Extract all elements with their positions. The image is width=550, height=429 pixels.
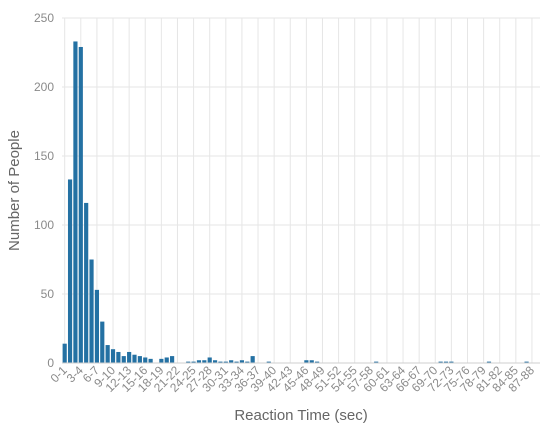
histogram-bar [105, 345, 110, 363]
histogram-bar [191, 361, 196, 363]
histogram-bar [443, 361, 449, 363]
histogram-bar [84, 202, 89, 363]
histogram-bar [315, 361, 320, 363]
histogram-bar [62, 343, 67, 363]
histogram-bar [207, 357, 212, 363]
histogram-bar [245, 361, 250, 363]
histogram-bar [159, 358, 164, 363]
histogram-bar [127, 351, 132, 363]
histogram-bar [449, 361, 454, 363]
histogram-bar [438, 361, 443, 363]
histogram-bar [486, 361, 492, 363]
histogram-bar [137, 356, 142, 363]
y-tick-label: 250 [34, 11, 54, 25]
bars-layer [62, 41, 529, 364]
histogram-bar [121, 356, 126, 363]
histogram-bar [132, 354, 137, 363]
histogram-bar [196, 360, 202, 363]
histogram-bar [67, 179, 73, 363]
histogram-bar [110, 349, 116, 363]
histogram-bar [374, 361, 379, 363]
histogram-bar [218, 361, 223, 363]
histogram-bar [524, 361, 529, 363]
histogram-bar [212, 360, 218, 363]
histogram-bar [89, 259, 94, 363]
y-tick-label: 100 [34, 218, 54, 232]
y-tick-label: 150 [34, 149, 54, 163]
y-tick-label: 0 [47, 356, 54, 370]
histogram-bar [223, 361, 228, 363]
histogram-bar [148, 358, 153, 363]
histogram-bar [202, 360, 207, 363]
histogram-bar [239, 360, 245, 363]
grid-lines [62, 17, 540, 364]
histogram-bar [250, 356, 255, 363]
histogram-bar [73, 41, 78, 364]
y-tick-label: 50 [41, 287, 55, 301]
x-tick-labels: 0-13-46-79-1012-1315-1618-1921-2224-2527… [48, 363, 538, 395]
x-axis-title: Reaction Time (sec) [234, 407, 367, 424]
y-tick-labels: 0 50 100 150 200 250 [34, 11, 54, 370]
histogram-bar [78, 46, 83, 363]
histogram-bar [309, 360, 314, 363]
y-axis-title: Number of People [6, 130, 23, 251]
histogram-bar [164, 357, 169, 363]
histogram-bar [186, 361, 191, 363]
histogram-bar [304, 360, 309, 363]
histogram-bar [229, 360, 234, 363]
histogram-bar [266, 361, 271, 363]
histogram-bar [143, 357, 148, 363]
histogram-bar [94, 289, 99, 363]
y-tick-label: 200 [34, 80, 54, 94]
histogram-bar [116, 351, 121, 363]
histogram-bar [100, 321, 105, 363]
histogram-bar [170, 356, 175, 363]
histogram-bar [234, 361, 239, 363]
